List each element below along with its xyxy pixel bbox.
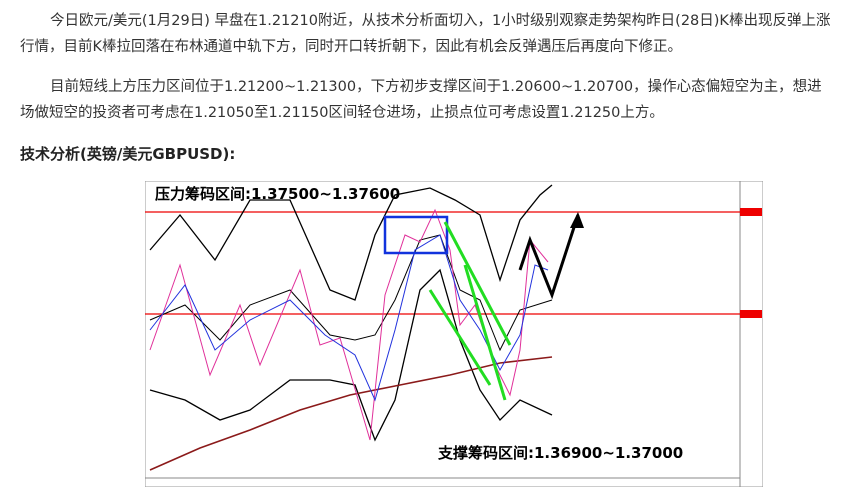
price-tag xyxy=(740,208,762,216)
moving-average xyxy=(149,234,549,402)
paragraph: 今日欧元/美元(1月29日) 早盘在1.21210附近，从技术分析面切入，1小时… xyxy=(20,13,831,55)
trend-arrow xyxy=(443,221,512,346)
moving-average xyxy=(149,356,553,471)
chart-image: 压力筹码区间:1.37500~1.37600 支撑筹码区间:1.36900~1.… xyxy=(145,181,763,487)
resistance-label: 压力筹码区间:1.37500~1.37600 xyxy=(155,185,400,203)
section-heading: 技术分析(英镑/美元GBPUSD): xyxy=(20,145,236,163)
support-label: 支撑筹码区间:1.36900~1.37000 xyxy=(437,444,683,462)
trend-arrow xyxy=(463,264,507,401)
forecast-arrow xyxy=(518,214,580,300)
price-tag xyxy=(740,310,762,318)
arrow-head xyxy=(570,212,584,228)
bollinger-middle xyxy=(149,234,553,352)
bollinger-upper xyxy=(149,184,553,301)
highlight-box xyxy=(383,215,449,255)
paragraph: 目前短线上方压力区间位于1.21200~1.21300，下方初步支撑区间于1.2… xyxy=(20,79,822,121)
bollinger-lower xyxy=(149,268,553,442)
image-frame xyxy=(145,181,763,487)
price-path xyxy=(149,208,549,441)
trend-arrow xyxy=(428,289,492,386)
